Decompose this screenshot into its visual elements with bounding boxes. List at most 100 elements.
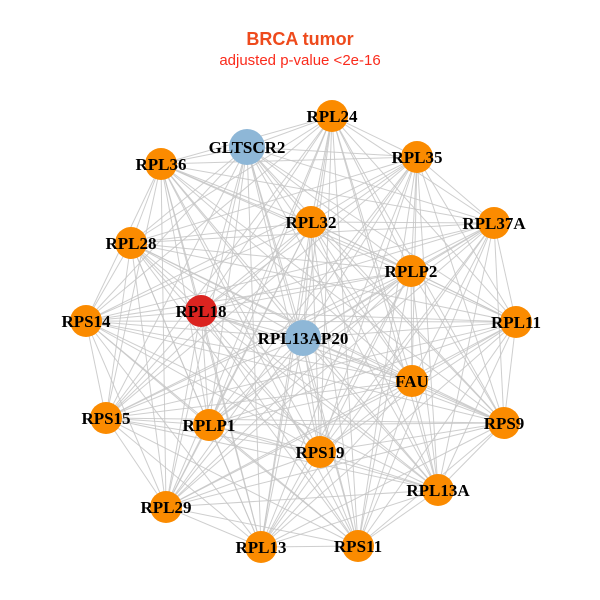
- network-edge: [85, 320, 505, 424]
- node-rps15: [90, 402, 122, 434]
- network-edge: [246, 146, 505, 424]
- network-edge: [165, 321, 517, 508]
- network-edge: [130, 242, 304, 339]
- network-edge: [357, 156, 418, 547]
- network-edge: [85, 320, 304, 339]
- node-rpl24: [316, 100, 348, 132]
- node-label-rps14: RPS14: [61, 312, 111, 331]
- node-label-rpl35: RPL35: [392, 148, 443, 167]
- network-edge: [246, 146, 321, 453]
- network-edge: [85, 222, 495, 322]
- network-edge: [302, 270, 412, 339]
- network-edge: [302, 156, 418, 339]
- network-edge: [165, 222, 495, 508]
- network-edge: [160, 163, 210, 426]
- network-edge: [208, 424, 359, 547]
- network-edge: [105, 242, 132, 419]
- network-edge: [85, 156, 418, 322]
- node-rpl37a: [478, 207, 510, 239]
- network-edge: [410, 270, 505, 424]
- node-rpl13ap20: [285, 320, 321, 356]
- node-label-rpl29: RPL29: [141, 498, 192, 517]
- network-edge: [208, 424, 321, 453]
- node-label-rpl24: RPL24: [307, 107, 359, 126]
- network-edge: [302, 221, 312, 339]
- network-edge: [357, 489, 439, 547]
- network-edge: [208, 321, 517, 426]
- network-edge: [493, 222, 517, 323]
- network-edge: [437, 222, 495, 491]
- network-edge: [246, 146, 413, 382]
- network-edge: [410, 156, 418, 272]
- network-edge: [357, 380, 413, 547]
- network-edge: [331, 115, 359, 547]
- network-edge: [160, 163, 495, 224]
- node-label-gltscr2: GLTSCR2: [209, 138, 286, 157]
- node-rpl13a: [422, 474, 454, 506]
- network-edge: [85, 320, 107, 419]
- network-edge: [130, 242, 202, 312]
- network-edge: [165, 451, 321, 508]
- node-rpl13: [245, 531, 277, 563]
- nodes-layer: [70, 100, 532, 563]
- network-edge: [260, 380, 413, 548]
- node-rps19: [304, 436, 336, 468]
- network-edge: [246, 146, 517, 323]
- network-edge: [130, 242, 439, 491]
- network-edge: [208, 156, 418, 426]
- network-edge: [165, 337, 304, 508]
- network-edge: [302, 337, 439, 491]
- network-edge: [105, 417, 210, 426]
- network-edge: [208, 337, 304, 426]
- network-edge: [105, 417, 439, 491]
- network-edge: [160, 163, 505, 424]
- network-edge: [85, 270, 412, 322]
- node-rpl36: [145, 148, 177, 180]
- network-edge: [130, 221, 312, 244]
- network-edge: [319, 422, 505, 453]
- network-edge: [105, 163, 162, 419]
- network-edge: [411, 321, 517, 382]
- network-edge: [130, 146, 248, 244]
- network-edge: [200, 146, 248, 312]
- network-edge: [319, 380, 413, 453]
- node-rps9: [488, 407, 520, 439]
- node-label-rps9: RPS9: [484, 414, 525, 433]
- node-rpl28: [115, 227, 147, 259]
- network-edge: [105, 270, 412, 419]
- network-edge: [105, 380, 413, 419]
- network-edge: [410, 270, 413, 382]
- network-edge: [160, 156, 418, 165]
- network-edge: [208, 222, 495, 426]
- network-edge: [416, 156, 439, 491]
- node-fau: [396, 365, 428, 397]
- network-edge: [260, 545, 359, 548]
- network-edge: [85, 320, 262, 548]
- network-edge: [310, 156, 418, 223]
- network-edge: [200, 310, 359, 547]
- network-edge: [85, 115, 333, 322]
- network-edge: [246, 146, 418, 158]
- network-edge: [310, 221, 505, 424]
- network-edge: [310, 221, 359, 547]
- network-edge: [208, 380, 413, 426]
- network-edge: [310, 221, 495, 224]
- network-edge: [160, 163, 304, 339]
- network-edge: [331, 115, 517, 323]
- network-edge: [105, 146, 248, 419]
- network-edge: [85, 320, 439, 491]
- node-label-rpl28: RPL28: [106, 234, 157, 253]
- node-rps11: [342, 530, 374, 562]
- network-edge: [85, 320, 167, 508]
- network-edge: [437, 321, 517, 491]
- network-edge: [411, 222, 495, 382]
- node-label-rpl11: RPL11: [491, 313, 541, 332]
- node-label-rplp1: RPLP1: [183, 416, 236, 435]
- network-edge: [105, 115, 333, 419]
- network-edge: [85, 320, 413, 382]
- network-edge: [165, 115, 333, 508]
- network-edge: [130, 115, 333, 244]
- network-edge: [160, 163, 312, 223]
